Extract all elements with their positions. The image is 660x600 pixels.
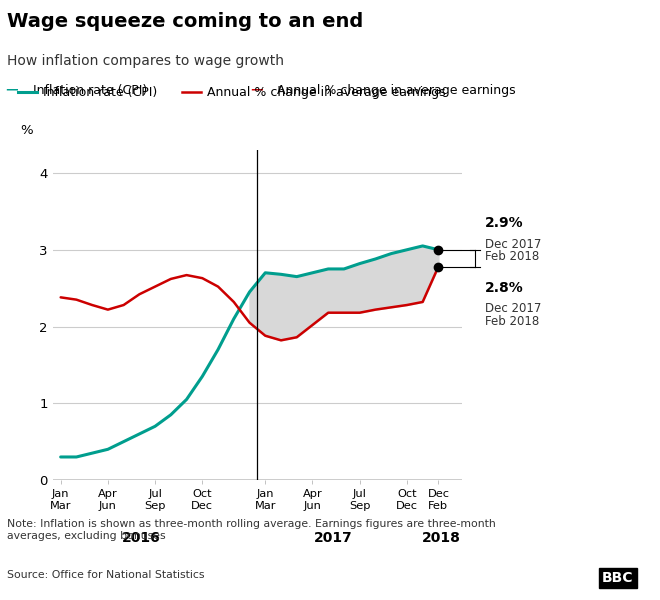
Text: %: % xyxy=(20,124,33,137)
Text: 2018: 2018 xyxy=(422,531,461,545)
Text: Inflation rate (CPI): Inflation rate (CPI) xyxy=(33,84,147,97)
Text: 2016: 2016 xyxy=(121,531,160,545)
Text: 2.9%: 2.9% xyxy=(485,216,524,230)
Text: 2.8%: 2.8% xyxy=(485,281,524,295)
Text: ─: ─ xyxy=(7,81,17,99)
Text: 2017: 2017 xyxy=(314,531,353,545)
Text: Feb 2018: Feb 2018 xyxy=(485,250,539,263)
Text: Source: Office for National Statistics: Source: Office for National Statistics xyxy=(7,570,204,580)
Legend: Inflation rate (CPI), Annual % change in average earnings: Inflation rate (CPI), Annual % change in… xyxy=(13,81,451,104)
Text: Note: Inflation is shown as three-month rolling average. Earnings figures are th: Note: Inflation is shown as three-month … xyxy=(7,519,496,541)
Text: Annual % change in average earnings: Annual % change in average earnings xyxy=(277,84,516,97)
Text: Feb 2018: Feb 2018 xyxy=(485,315,539,328)
Text: ─: ─ xyxy=(251,81,261,99)
Text: Dec 2017: Dec 2017 xyxy=(485,302,541,315)
Text: BBC: BBC xyxy=(602,571,634,585)
Text: Dec 2017: Dec 2017 xyxy=(485,238,541,251)
Text: How inflation compares to wage growth: How inflation compares to wage growth xyxy=(7,54,284,68)
Text: Wage squeeze coming to an end: Wage squeeze coming to an end xyxy=(7,12,363,31)
